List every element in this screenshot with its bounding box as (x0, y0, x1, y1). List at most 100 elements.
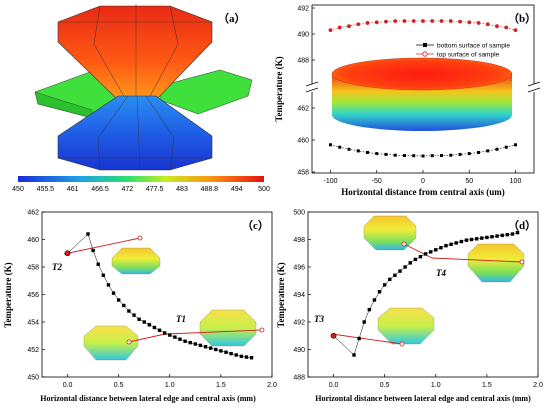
data-point-bottom (486, 149, 490, 153)
data-point (495, 234, 499, 238)
data-point-top (439, 19, 444, 23)
data-point-bottom (356, 149, 360, 153)
data-point-top (458, 19, 462, 24)
y-tick-label: 494 (293, 292, 305, 299)
data-point (408, 261, 412, 265)
panel-c-ticks: 450 452 454 456 458 460 462 0.0 0.5 1.0 1.5 2.0 (27, 210, 277, 390)
data-point (515, 230, 520, 235)
y-tick-label: 454 (27, 320, 39, 327)
data-point (234, 353, 238, 357)
x-tick-label: 1.5 (482, 382, 492, 389)
data-point (122, 303, 126, 308)
data-point (459, 239, 464, 244)
data-point (142, 320, 146, 324)
data-point (132, 313, 136, 317)
data-point (382, 283, 387, 287)
colorbar-tick-label: 488.8 (201, 186, 219, 193)
data-point (439, 246, 443, 250)
data-point (64, 250, 71, 257)
data-point (357, 336, 361, 341)
data-point (403, 265, 407, 269)
panel-b-ticks: 492 490 488 462 460 458 -100 -50 0 50 100 (297, 6, 521, 186)
colorbar-tick-label: 455.5 (37, 186, 55, 193)
data-point-bottom (393, 153, 397, 157)
y-tick-label: 488 (297, 58, 309, 65)
data-point-top (365, 21, 370, 25)
x-tick-label: 0 (421, 178, 425, 185)
connector-t1 (128, 333, 166, 343)
x-tick-label: 0.5 (114, 382, 124, 389)
data-point (203, 345, 208, 349)
y-tick-label: 496 (293, 265, 305, 272)
data-point (111, 291, 116, 295)
y-tick-label: 456 (27, 292, 39, 299)
x-tick-label: 0.0 (63, 382, 73, 389)
x-tick-label: 100 (510, 178, 522, 185)
data-point (147, 323, 152, 327)
panel-d-ylabel: Temperature (K) (276, 262, 286, 327)
data-point-top (402, 19, 407, 23)
data-point-bottom (458, 152, 462, 156)
y-tick-label: 460 (27, 237, 39, 244)
data-point (505, 232, 510, 237)
panel-b-legend: bottom surface of sample top surface of … (416, 43, 510, 59)
panel-d-ticks: 488 490 492 494 496 498 500 0.0 0.5 1.0 1.5 2.0 (293, 210, 543, 390)
panel-d-label: （d） (508, 219, 536, 232)
legend-top-surface: top surface of sample (437, 52, 500, 59)
data-point-top (476, 21, 481, 25)
x-tick-label: 0.0 (329, 382, 339, 389)
colorbar-tick-label: 494 (231, 186, 243, 193)
data-point (198, 343, 203, 348)
data-point (480, 236, 484, 240)
panel-c-marks (64, 232, 254, 360)
colorbar-ticks: 450 455.5 461 466.5 472 477.5 483 488.8 494 500 (12, 186, 270, 193)
y-tick-label: 492 (297, 6, 309, 13)
data-point (116, 298, 121, 302)
panel-b-ylabel: Temperature (K) (274, 56, 284, 121)
data-point-top (421, 19, 425, 23)
colorbar-tick-label: 477.5 (146, 186, 164, 193)
data-point (188, 340, 192, 345)
data-point-top (467, 20, 472, 25)
connector-t3 (331, 333, 403, 345)
x-tick-label: 1.5 (216, 382, 226, 389)
data-point (372, 298, 377, 302)
data-point-bottom (467, 152, 471, 156)
colorbar (18, 176, 264, 182)
x-tick-label: 2.0 (267, 382, 277, 389)
data-point (510, 232, 515, 236)
annotation-t2: T2 (52, 262, 62, 272)
data-point-top (393, 19, 398, 23)
panel-a-label: （a） (218, 12, 246, 25)
data-point-top (430, 19, 435, 23)
data-point-top (485, 22, 490, 27)
sample-cylinder (331, 57, 513, 131)
thumbnail-c-bottom-left (83, 325, 139, 361)
y-tick-label: 450 (27, 375, 39, 382)
thumbnail-d-bottom (377, 307, 435, 345)
data-point-bottom (514, 143, 517, 147)
data-point-top (347, 24, 351, 29)
data-point-bottom (495, 147, 499, 151)
data-point (418, 254, 423, 259)
series-line (67, 233, 252, 358)
y-tick-label: 462 (297, 106, 309, 113)
connector-t2 (63, 237, 141, 255)
y-tick-label: 458 (297, 170, 309, 177)
y-tick-label: 490 (297, 32, 309, 39)
y-tick-label: 462 (27, 210, 39, 217)
data-point (398, 269, 402, 273)
data-point-bottom (421, 154, 425, 158)
y-tick-label: 452 (27, 347, 39, 354)
data-point (330, 332, 337, 339)
data-point (157, 328, 162, 332)
y-tick-label: 490 (293, 347, 305, 354)
data-point (500, 233, 504, 238)
data-point (86, 232, 90, 236)
data-point (137, 317, 141, 321)
data-point-top (513, 28, 518, 32)
panel-b-label: （b） (508, 12, 536, 25)
data-point-bottom (329, 143, 332, 147)
